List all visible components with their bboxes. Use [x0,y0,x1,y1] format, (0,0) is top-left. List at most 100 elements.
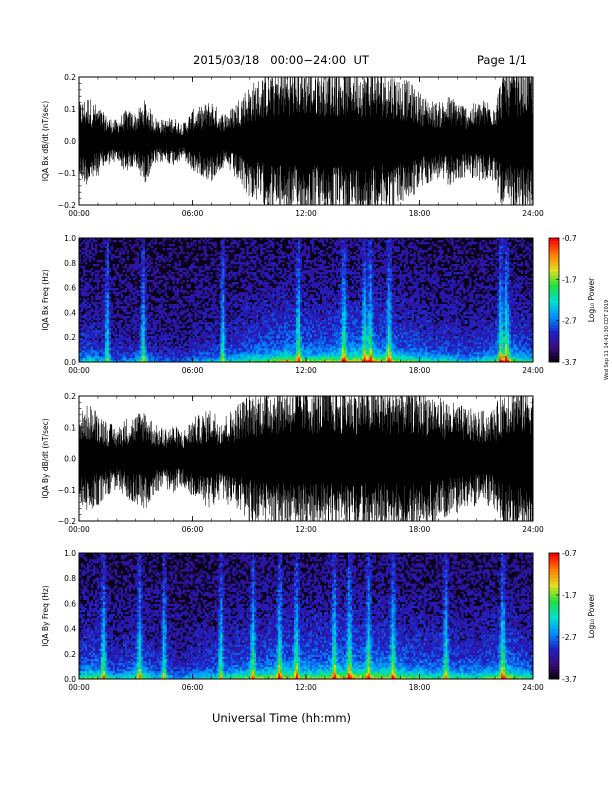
spectrogram-cell [110,288,114,291]
spectrogram-cell [284,298,287,301]
spectrogram-cell [82,240,86,243]
spectrogram-cell [278,316,281,319]
spectrogram-cell [234,306,237,309]
spectrogram-cell [132,356,136,359]
spectrogram-cell [262,342,265,345]
spectrogram-cell [102,288,106,291]
spectrogram-cell [234,254,237,257]
spectrogram-cell [178,262,181,265]
spectrogram-cell [286,358,289,361]
spectrogram-cell [116,266,120,269]
spectrogram-cell [192,324,195,327]
spectrogram-cell [190,344,193,347]
spectrogram-cell [146,256,149,259]
spectrogram-cell [96,282,100,285]
spectrogram-cell [204,332,207,335]
spectrogram-cell [234,278,237,281]
spectrogram-cell [307,326,311,329]
spectrogram-cell [116,312,120,315]
spectrogram-cell [114,302,118,305]
spectrogram-cell [90,244,94,247]
spectrogram-cell [240,294,243,297]
spectrogram-cell [110,350,114,353]
spectrogram-cell [148,328,151,331]
spectrogram-cell [204,310,207,313]
spectrogram-cell [194,286,197,289]
spectrogram-cell [120,352,124,355]
spectrogram-cell [284,272,287,275]
spectrogram-cell [130,306,134,309]
spectrogram-cell [102,290,106,293]
spectrogram-cell [124,332,128,335]
spectrogram-cell [154,328,157,331]
spectrogram-cell [224,282,227,285]
spectrogram-cell [228,296,231,299]
spectrogram-cell [190,266,193,269]
spectrogram-cell [250,332,253,335]
spectrogram-cell [264,280,267,283]
spectrogram-cell [100,348,104,351]
spectrogram-cell [186,242,189,245]
spectrogram-cell [206,272,209,275]
spectrogram-cell [240,352,243,355]
spectrogram-cell [206,344,209,347]
spectrogram-cell [104,358,108,361]
spectrogram-cell [196,332,199,335]
spectrogram-cell [300,312,303,315]
spectrogram-cell [282,356,285,359]
spectrogram-cell [188,284,191,287]
spectrogram-cell [106,278,110,281]
spectrogram-cell [218,348,221,351]
spectrogram-cell [96,274,100,277]
spectrogram-cell [122,358,126,361]
spectrogram-cell [118,320,122,323]
spectrogram-cell [202,322,205,325]
spectrogram-cell [200,350,203,353]
spectrogram-cell [160,254,163,257]
spectrogram-cell [188,318,191,321]
spectrogram-cell [208,342,211,345]
spectrogram-cell [298,306,301,309]
spectrogram-cell [136,340,140,343]
spectrogram-cell [212,264,215,267]
spectrogram-cell [280,326,283,329]
spectrogram-cell [166,248,169,251]
spectrogram-cell [313,346,317,349]
spectrogram-cell [280,310,283,313]
spectrogram-cell [122,306,126,309]
spectrogram-cell [256,296,259,299]
spectrogram-cell [182,318,185,321]
spectrogram-cell [294,346,297,349]
spectrogram-cell [172,290,175,293]
spectrogram-cell [286,286,289,289]
spectrogram-cell [220,316,223,319]
spectrogram-cell [126,354,130,357]
spectrogram-cell [258,282,261,285]
spectrogram-cell [96,278,100,281]
spectrogram-cell [290,338,293,341]
spectrogram-cell [106,280,110,283]
spectrogram-cell [166,264,169,267]
spectrogram-cell [242,348,245,351]
spectrogram-cell [238,350,241,353]
spectrogram-cell [142,288,146,291]
spectrogram-cell [296,316,299,319]
spectrogram-cell [220,256,223,259]
spectrogram-cell [176,300,179,303]
spectrogram-cell [232,352,235,355]
spectrogram-cell [182,346,185,349]
spectrogram-cell [164,346,167,349]
spectrogram-cell [112,358,116,361]
spectrogram-cell [262,292,265,295]
spectrogram-cell [300,272,303,275]
spectrogram-cell [88,238,92,241]
spectrogram-cell [216,266,219,269]
spectrogram-cell [208,294,211,297]
spectrogram-cell [210,348,213,351]
spectrogram-cell [148,350,151,353]
spectrogram-cell [254,242,257,245]
spectrogram-cell [134,344,138,347]
spectrogram-cell [224,330,227,333]
spectrogram-cell [146,326,149,329]
spectrogram-cell [98,324,102,327]
